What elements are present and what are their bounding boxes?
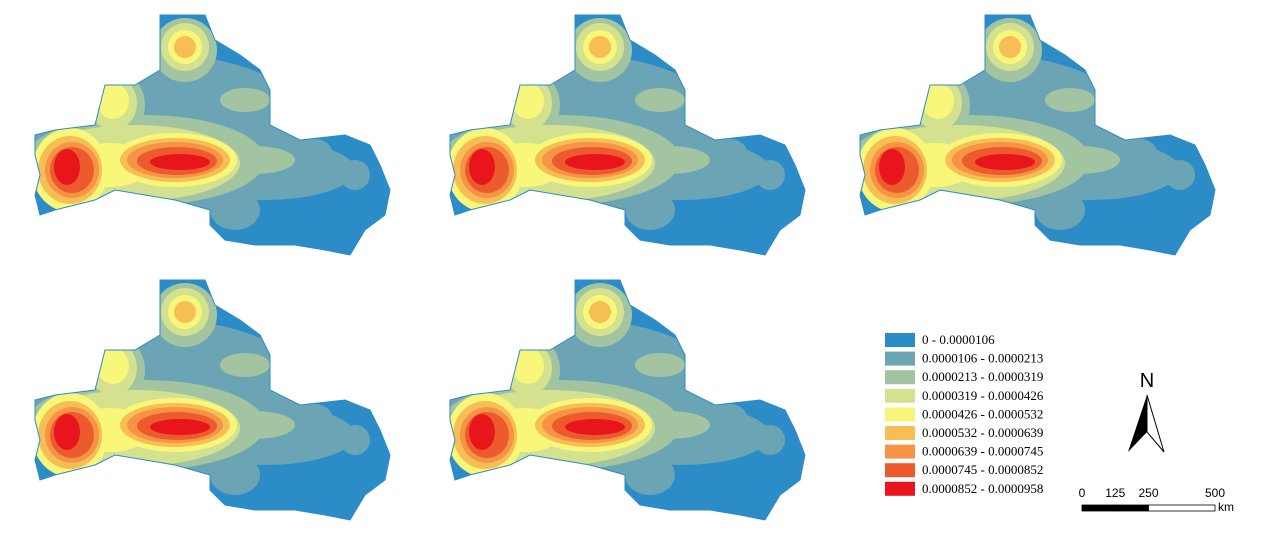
legend-swatch <box>885 444 915 459</box>
legend-swatch <box>885 351 915 366</box>
legend-label: 0.0000426 - 0.0000532 <box>922 406 1043 421</box>
legend-swatch <box>885 388 915 403</box>
legend-label: 0.0000213 - 0.0000319 <box>922 369 1043 384</box>
map-panel <box>15 10 400 260</box>
map-panels <box>15 10 1225 525</box>
legend-swatch <box>885 370 915 385</box>
legend-swatch <box>885 426 915 440</box>
arrow-left <box>1128 395 1147 452</box>
legend-label: 0.0000639 - 0.0000745 <box>922 444 1043 459</box>
north-arrow: N <box>1128 370 1165 453</box>
scale-tick-label: 0 <box>1079 486 1086 500</box>
scale-segment <box>1114 504 1149 512</box>
map-panel <box>430 275 815 525</box>
legend-label: 0.0000319 - 0.0000426 <box>922 388 1044 403</box>
legend-swatch <box>885 463 915 478</box>
map-panel <box>430 10 815 260</box>
map-panel <box>840 10 1225 260</box>
legend-label: 0.0000532 - 0.0000639 <box>922 425 1043 440</box>
legend-label: 0.0000852 - 0.0000958 <box>922 481 1043 496</box>
scale-tick-label: 500 <box>1205 486 1225 500</box>
map-panel <box>15 275 400 525</box>
legend-swatch <box>885 481 915 496</box>
scale-segment <box>1081 504 1116 512</box>
legend-label: 0.0000745 - 0.0000852 <box>922 462 1043 477</box>
legend-swatch <box>885 333 915 347</box>
north-label: N <box>1140 370 1154 392</box>
scale-tick-label: 125 <box>1105 486 1125 500</box>
scale-segment <box>1148 504 1216 512</box>
legend-label: 0 - 0.0000106 <box>922 332 995 347</box>
legend-label: 0.0000106 - 0.0000213 <box>922 351 1043 366</box>
legend-swatch <box>885 407 915 422</box>
scale-tick-label: 250 <box>1138 486 1158 500</box>
legend: 0 - 0.0000106 0.0000106 - 0.0000213 0.0000… <box>885 332 1044 496</box>
scale-unit: km <box>1218 500 1234 514</box>
arrow-right <box>1146 394 1165 453</box>
